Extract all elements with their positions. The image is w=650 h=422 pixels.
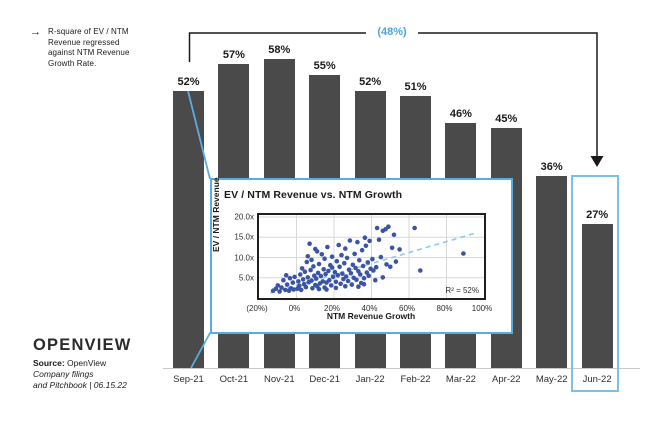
bar-value-label: 57%	[222, 49, 245, 62]
x-axis-line	[163, 368, 640, 369]
inset-x-tick-label: 80%	[436, 304, 453, 313]
inset-x-tick-label: 100%	[471, 304, 493, 313]
inset-x-tick-label: 40%	[361, 304, 378, 313]
source-value: OpenView	[67, 358, 107, 368]
bar-sep-21	[173, 90, 204, 368]
source-line2: Company filings	[33, 369, 94, 379]
footer: OPENVIEW Source: OpenView Company filing…	[33, 336, 132, 391]
x-axis-tick-label: Apr-22	[492, 374, 521, 385]
source-line3: and Pitchbook | 06.15.22	[33, 380, 127, 390]
source-label: Source:	[33, 358, 65, 368]
x-axis-tick-label: Mar-22	[445, 374, 476, 385]
x-axis-tick-label: May-22	[535, 374, 568, 385]
x-axis-tick-label: Nov-21	[263, 374, 295, 385]
bracket-value-label: (48%)	[377, 26, 407, 38]
scatter-plot-area: R² = 52%	[257, 213, 486, 300]
inset-x-tick-label: 20%	[323, 304, 341, 313]
inset-title: EV / NTM Revenue vs. NTM Growth	[224, 189, 403, 201]
scatter-points	[259, 215, 484, 298]
bar-value-label: 45%	[495, 113, 518, 126]
r-squared-label: R² = 52%	[445, 286, 479, 295]
x-axis-tick-label: Sep-21	[173, 374, 204, 385]
inset-y-tick-label: 10.0x	[234, 253, 254, 262]
openview-logo: OPENVIEW	[33, 336, 132, 354]
x-axis-tick-label: Jun-22	[582, 374, 612, 385]
bar-value-label: 52%	[177, 75, 200, 88]
highlight-box-jun-22	[571, 175, 619, 392]
inset-x-tick-label: (20%)	[246, 304, 268, 313]
source-note: Source: OpenView Company filings and Pit…	[33, 358, 132, 391]
inset-y-tick-label: 5.0x	[238, 273, 254, 283]
annotation-text: R-square of EV / NTM Revenue regressed a…	[48, 27, 130, 68]
bar-may-22	[536, 176, 568, 368]
inset-x-tick-label: 0%	[288, 304, 301, 313]
bar-value-label: 36%	[540, 161, 563, 174]
bar-value-label: 51%	[404, 81, 427, 94]
annotation-block: → R-square of EV / NTM Revenue regressed…	[30, 27, 146, 69]
bar-value-label: 46%	[449, 107, 472, 120]
inset-x-axis-title: NTM Revenue Growth	[326, 311, 416, 321]
inset-y-axis-title: EV / NTM Revenue	[211, 177, 221, 252]
inset-y-tick-label: 15.0x	[234, 232, 254, 242]
right-arrow-icon: →	[30, 26, 41, 38]
inset-x-tick-label: 60%	[398, 304, 416, 313]
x-axis-tick-label: Feb-22	[400, 374, 431, 385]
bar-value-label: 52%	[359, 75, 382, 88]
inset-y-tick-label: 20.0x	[234, 212, 254, 222]
x-axis-tick-label: Oct-21	[219, 374, 249, 385]
x-axis-tick-label: Jan-22	[355, 374, 385, 385]
inset-scatter-card: EV / NTM Revenue vs. NTM Growth EV / NTM…	[210, 177, 513, 334]
bar-value-label: 58%	[268, 43, 291, 56]
bar-value-label: 55%	[313, 59, 336, 72]
bar-jun-22	[581, 224, 613, 368]
bar-value-label: 27%	[586, 209, 609, 222]
x-axis-tick-label: Dec-21	[309, 374, 340, 385]
